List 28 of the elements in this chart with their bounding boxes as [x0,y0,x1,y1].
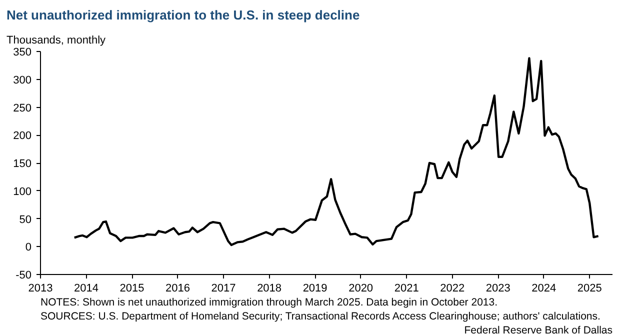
y-tick-label: 0 [25,242,32,254]
chart-title: Net unauthorized immigration to the U.S. in steep decline [6,8,360,22]
y-tick-label: 350 [13,46,32,58]
x-tick-label: 2013 [28,282,53,294]
x-tick-label: 2020 [348,282,374,294]
text: NOTES: Shown is net unauthorized immigration through March 2025. Data begin in October 2013. [40,296,498,308]
x-tick-label: 2023 [486,282,510,294]
line-series [73,57,600,246]
y-tick-label: 50 [19,214,32,226]
x-tick-label: 2025 [577,282,602,294]
x-tick-label: 2018 [257,282,282,294]
x-tick-label: 2017 [211,282,236,294]
x-tick-label: 2015 [120,282,144,294]
x-tick-label: 2022 [440,282,465,294]
text: Federal Reserve Bank of Dallas [464,324,613,336]
x-tick-label: 2021 [394,282,419,294]
x-tick-label: 2016 [166,282,190,294]
y-tick-label: 300 [13,74,32,86]
y-tick-label: 150 [13,158,32,170]
y-tick-label: 100 [13,186,32,198]
source-note: SOURCES: U.S. Department of Homeland Security; Transactional Records Access Clearinghouse; authors' calculations. [40,310,600,322]
x-tick-label: 2014 [74,282,99,294]
x-tick-label: 2019 [302,282,328,294]
y-tick-label: -50 [16,270,32,282]
y-tick-label: 250 [13,102,32,114]
x-tick-label: 2024 [532,282,556,294]
y-tick-label: 200 [13,130,32,142]
chart-subtitle: Thousands, monthly [6,34,106,46]
